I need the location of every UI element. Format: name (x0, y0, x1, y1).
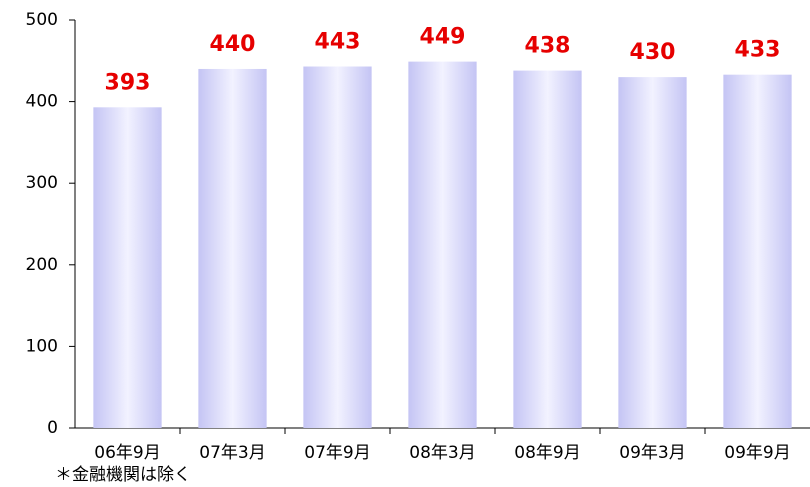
x-tick-label: 09年9月 (724, 443, 790, 463)
y-tick-label: 500 (26, 10, 58, 30)
x-tick-label: 06年9月 (94, 443, 160, 463)
bar (303, 66, 372, 429)
bar (408, 61, 477, 429)
footnote: ＊金融機関は除く (55, 465, 191, 485)
data-label: 438 (525, 34, 571, 59)
x-tick-label: 07年9月 (304, 443, 370, 463)
data-label: 440 (210, 32, 256, 57)
bar (513, 70, 582, 428)
bar (618, 77, 687, 429)
y-tick-label: 200 (26, 255, 58, 275)
bar (723, 74, 792, 428)
x-tick-label: 09年3月 (619, 443, 685, 463)
y-tick-label: 300 (26, 173, 58, 193)
data-label: 433 (735, 38, 781, 63)
x-tick-label: 08年3月 (409, 443, 475, 463)
data-label: 449 (420, 25, 466, 50)
data-label: 430 (630, 40, 676, 65)
y-tick-label: 0 (47, 418, 58, 438)
bar (93, 107, 162, 428)
bar (198, 68, 267, 429)
data-label: 393 (105, 70, 151, 95)
y-tick-label: 100 (26, 336, 58, 356)
x-tick-label: 08年9月 (514, 443, 580, 463)
y-tick-label: 400 (26, 92, 58, 112)
data-label: 443 (315, 30, 361, 55)
x-tick-label: 07年3月 (199, 443, 265, 463)
